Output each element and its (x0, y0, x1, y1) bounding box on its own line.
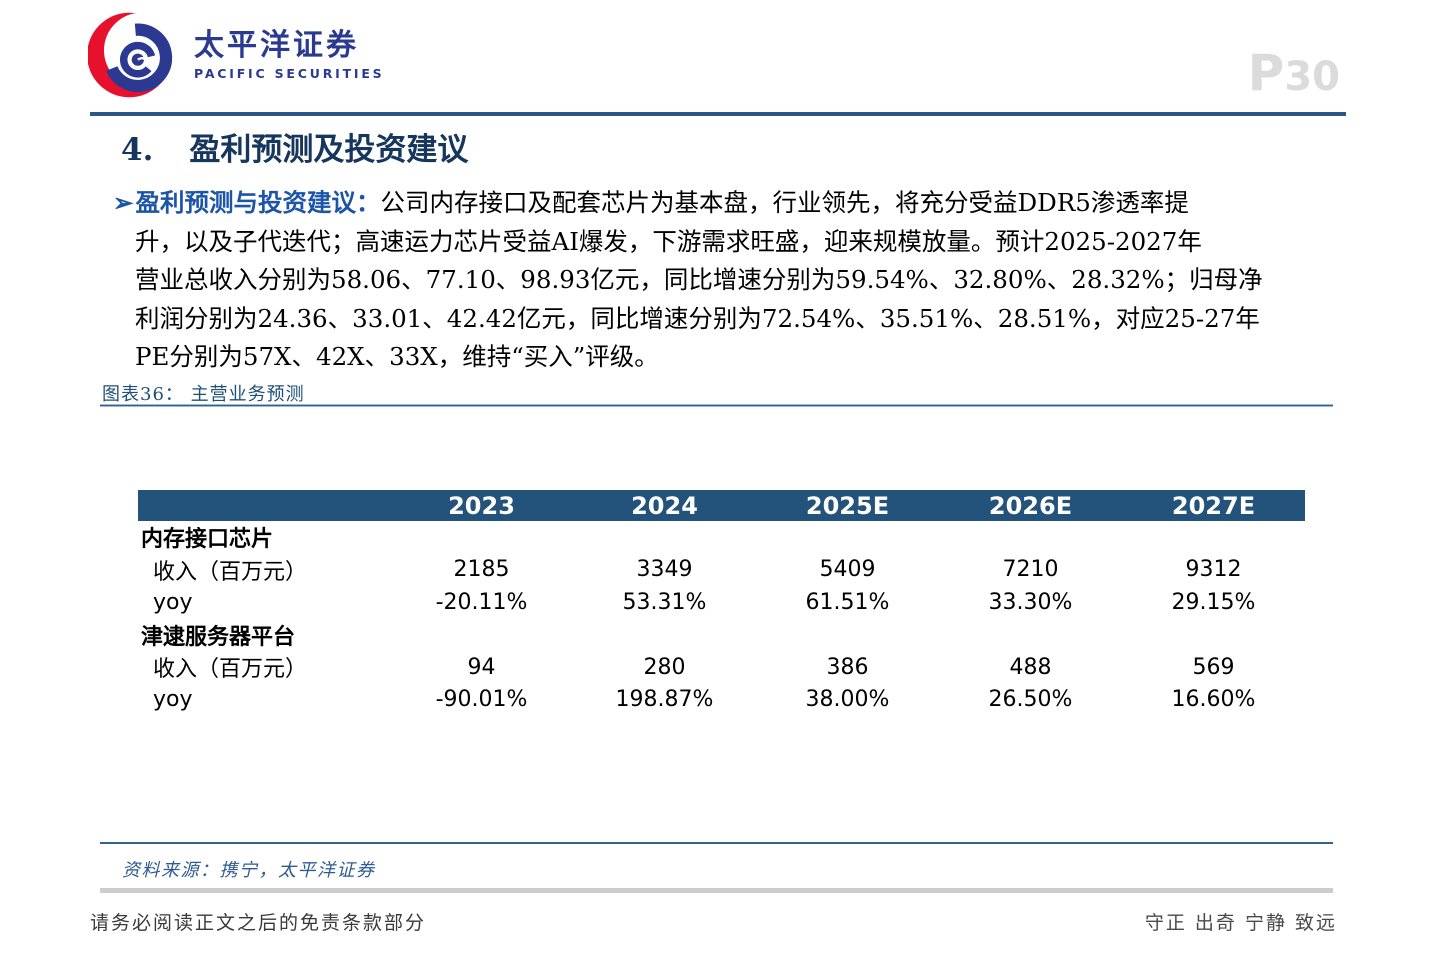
summary-paragraph: ➢盈利预测与投资建议：公司内存接口及配套芯片为基本盘，行业领先，将充分受益DDR… (113, 184, 1337, 377)
paragraph-line-1-text: 公司内存接口及配套芯片为基本盘，行业领先，将充分受益DDR5渗透率提 (380, 188, 1189, 217)
disclaimer-note: 请务必阅读正文之后的免责条款部分 (90, 912, 427, 934)
row-value: 5409 (819, 557, 876, 583)
row-value: 29.15% (1171, 589, 1256, 615)
row-label: yoy (153, 687, 193, 713)
row-value: 94 (467, 654, 496, 680)
row-value: 198.87% (615, 687, 714, 713)
brand-name-en: PACIFIC SECURITIES (194, 66, 385, 81)
table-header-2027e: 2027E (1171, 491, 1256, 520)
row-value: 38.00% (805, 687, 890, 713)
table-row: 内存接口芯片 (138, 521, 1305, 554)
table-header-2025e: 2025E (805, 491, 890, 520)
bullet-arrow-icon: ➢ (113, 188, 134, 217)
row-label: 收入（百万元） (153, 657, 308, 683)
row-value: -90.01% (435, 687, 528, 713)
row-value: 488 (1009, 654, 1052, 680)
figure-top-divider (100, 404, 1333, 407)
figure-bottom-divider (100, 842, 1333, 844)
row-value: 2185 (453, 557, 510, 583)
header-divider (90, 112, 1346, 116)
paragraph-line-5: PE分别为57X、42X、33X，维持“买入”评级。 (135, 342, 659, 371)
page-number-value: 30 (1284, 54, 1340, 100)
section-title: 4. 盈利预测及投资建议 (121, 124, 468, 169)
footer-divider (100, 888, 1333, 893)
section-title-text: 盈利预测及投资建议 (189, 132, 469, 168)
table-row: 收入（百万元） 2185 3349 5409 7210 9312 (138, 554, 1305, 587)
brand-name-cn: 太平洋证券 (194, 28, 359, 63)
paragraph-line-4: 利润分别为24.36、33.01、42.42亿元，同比增速分别为72.54%、3… (135, 303, 1260, 333)
table-row: 津逮服务器平台 (138, 619, 1305, 652)
table-row: yoy -90.01% 198.87% 38.00% 26.50% 16.60% (138, 684, 1305, 717)
paragraph-lead: 盈利预测与投资建议： (135, 188, 381, 217)
page-number-prefix: P (1247, 44, 1285, 102)
figure-caption: 图表36： 主营业务预测 (102, 384, 305, 405)
row-value: 26.50% (988, 687, 1073, 713)
table-header-row: 2023 2024 2025E 2026E 2027E (138, 490, 1305, 521)
row-value: 16.60% (1171, 687, 1256, 713)
row-label: 内存接口芯片 (141, 527, 274, 553)
forecast-table: 2023 2024 2025E 2026E 2027E 内存接口芯片 收入（百万… (138, 490, 1305, 716)
table-header-2023: 2023 (448, 491, 515, 520)
row-label: 收入（百万元） (153, 559, 308, 585)
row-value: 386 (826, 654, 869, 680)
row-value: 280 (643, 654, 686, 680)
section-number: 4. (121, 132, 154, 168)
page-number: P30 (1248, 48, 1340, 98)
source-note: 资料来源：携宁，太平洋证券 (122, 860, 376, 881)
row-value: 53.31% (622, 589, 707, 615)
brand-text: 太平洋证券 PACIFIC SECURITIES (194, 29, 385, 81)
row-value: 3349 (636, 557, 693, 583)
row-label: yoy (153, 589, 193, 615)
row-value: 569 (1192, 654, 1235, 680)
company-motto: 守正 出奇 宁静 致远 (1144, 912, 1337, 934)
row-label: 津逮服务器平台 (141, 624, 296, 650)
table-row: yoy -20.11% 53.31% 61.51% 33.30% 29.15% (138, 586, 1305, 619)
table-row: 收入（百万元） 94 280 386 488 569 (138, 651, 1305, 684)
company-logo: 太平洋证券 PACIFIC SECURITIES (88, 8, 385, 102)
row-value: 61.51% (805, 589, 890, 615)
table-header-2024: 2024 (631, 491, 698, 520)
row-value: 33.30% (988, 589, 1073, 615)
paragraph-line-1: ➢盈利预测与投资建议：公司内存接口及配套芯片为基本盘，行业领先，将充分受益DDR… (113, 184, 1337, 223)
row-value: 7210 (1002, 557, 1059, 583)
pacific-securities-logo-icon (88, 12, 180, 98)
row-value: 9312 (1185, 557, 1242, 583)
table-header-2026e: 2026E (988, 491, 1073, 520)
paragraph-line-2: 升，以及子代迭代；高速运力芯片受益AI爆发，下游需求旺盛，迎来规模放量。预计20… (135, 226, 1202, 256)
paragraph-line-3: 营业总收入分别为58.06、77.10、98.93亿元，同比增速分别为59.54… (135, 265, 1263, 294)
row-value: -20.11% (435, 589, 528, 615)
